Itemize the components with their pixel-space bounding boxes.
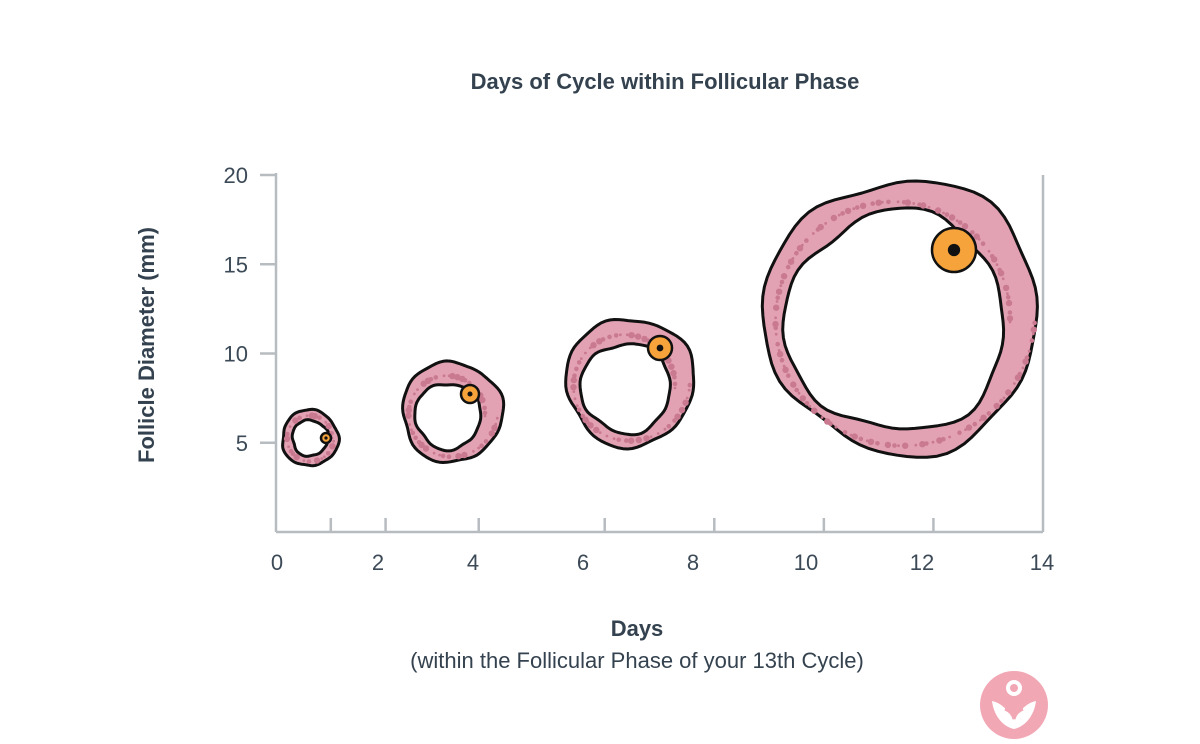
x-axis-sublabel: (within the Follicular Phase of your 13t… bbox=[410, 648, 864, 673]
x-tick-label: 10 bbox=[794, 550, 818, 575]
x-tick-label: 0 bbox=[271, 550, 283, 575]
follicle-mark bbox=[401, 359, 506, 464]
x-tick-label: 6 bbox=[577, 550, 589, 575]
follicle-marks bbox=[281, 179, 1039, 468]
x-tick-label: 8 bbox=[687, 550, 699, 575]
axes: 0 2 4 6 8 10 12 14 5 10 15 20 bbox=[224, 163, 1055, 575]
y-tick-label: 20 bbox=[224, 163, 248, 188]
x-tick-label: 14 bbox=[1030, 550, 1054, 575]
chart-title: Days of Cycle within Follicular Phase bbox=[471, 69, 860, 94]
x-tick-label: 4 bbox=[467, 550, 479, 575]
brand-logo-icon bbox=[980, 671, 1048, 739]
y-tick-label: 5 bbox=[236, 431, 248, 456]
follicle-mark bbox=[760, 179, 1039, 459]
x-tick-label: 12 bbox=[910, 550, 934, 575]
x-tick-label: 2 bbox=[372, 550, 384, 575]
y-axis-label: Follicle Diameter (mm) bbox=[134, 227, 159, 463]
x-axis-label: Days bbox=[611, 616, 664, 641]
y-tick-label: 15 bbox=[224, 252, 248, 277]
follicle-mark bbox=[281, 407, 341, 468]
follicle-mark bbox=[564, 318, 696, 451]
y-tick-label: 10 bbox=[224, 342, 248, 367]
